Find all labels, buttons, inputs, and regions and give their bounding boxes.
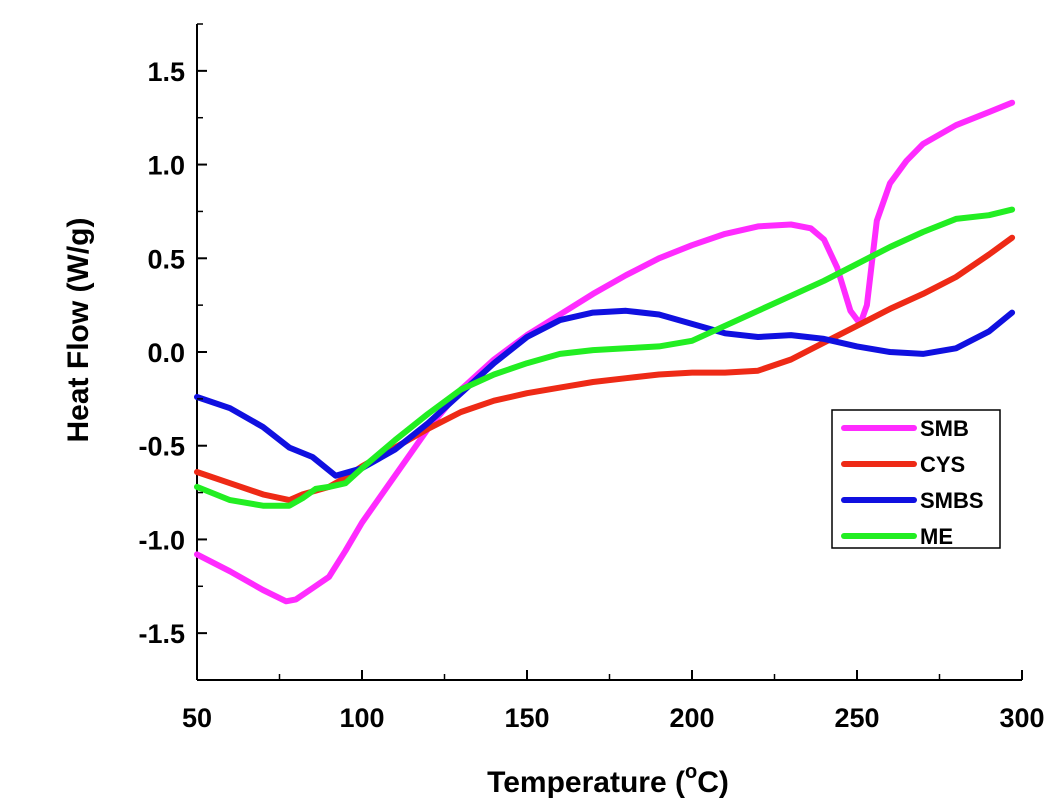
x-tick-label: 50 <box>182 703 212 733</box>
ticks-layer: 50 100 150 200 250 300 -1.5 -1.0 -0.5 0.0 0.5 1.0 1.… <box>138 23 1045 733</box>
legend-label-smb: SMB <box>920 416 969 441</box>
x-tick-label: 250 <box>834 703 879 733</box>
x-tick-label: 200 <box>669 703 714 733</box>
x-tick-label: 150 <box>504 703 549 733</box>
y-tick-label: 0.0 <box>147 338 185 368</box>
series-line-smb <box>194 99 1016 605</box>
y-tick-label: 1.0 <box>147 151 185 181</box>
y-tick-label: -0.5 <box>138 432 185 462</box>
y-tick-label: -1.0 <box>138 525 185 555</box>
legend-label-smbs: SMBS <box>920 488 984 513</box>
series-line-me <box>194 206 1016 509</box>
legend-label-cys: CYS <box>920 452 965 477</box>
y-tick-label: -1.5 <box>138 619 185 649</box>
x-tick-label: 100 <box>339 703 384 733</box>
x-axis-label-main: Temperature ( <box>487 766 685 799</box>
legend-box <box>831 409 1001 549</box>
x-axis-label-superscript: o <box>685 761 697 783</box>
y-axis-label: Heat Flow (W/g) <box>62 218 95 443</box>
x-axis-label: Temperature (oC) <box>487 761 729 799</box>
y-tick-label: 1.5 <box>147 57 185 87</box>
legend-label-me: ME <box>920 524 953 549</box>
legend: SMB CYS SMBS ME <box>831 409 1001 549</box>
series-layer <box>194 99 1016 605</box>
series-line-smbs <box>194 307 1016 479</box>
x-axis-label-end: C) <box>697 766 729 799</box>
x-tick-label: 300 <box>999 703 1044 733</box>
y-tick-label: 0.5 <box>147 244 185 274</box>
